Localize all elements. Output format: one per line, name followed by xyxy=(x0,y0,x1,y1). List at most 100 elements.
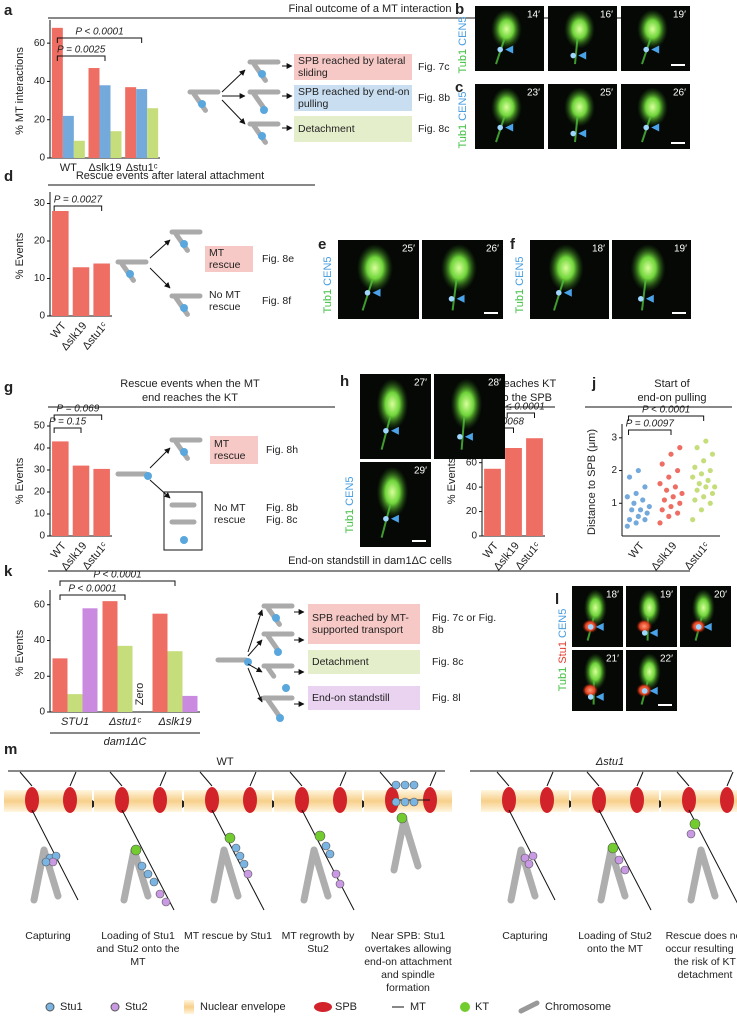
point xyxy=(692,464,698,470)
figure-ref: Fig. 7c or Fig. 8b xyxy=(432,612,496,636)
kinetochore-dot xyxy=(180,304,188,312)
point xyxy=(659,461,665,467)
time-label: 29′ xyxy=(414,466,427,477)
protein xyxy=(331,869,341,879)
bar xyxy=(505,448,522,536)
point xyxy=(637,507,644,513)
outcome-label-text: No MT rescue xyxy=(209,289,241,313)
time-label: 25′ xyxy=(402,244,415,255)
time-label: 26′ xyxy=(486,244,499,255)
arrow xyxy=(247,609,264,653)
stu1-signal xyxy=(636,619,653,634)
time-label: 19′ xyxy=(660,590,673,601)
protein xyxy=(528,851,538,861)
chromosome xyxy=(687,846,719,904)
spindle-signal xyxy=(376,466,409,518)
value-label: Zero xyxy=(134,683,146,706)
cen5-signal xyxy=(643,124,649,131)
cen5-signal xyxy=(641,630,648,636)
bar xyxy=(110,131,122,158)
microtubule xyxy=(251,91,266,110)
spb xyxy=(502,787,516,813)
microtubule xyxy=(546,771,554,787)
point xyxy=(712,484,718,490)
arrow xyxy=(149,447,171,469)
protein xyxy=(409,797,419,807)
figure-ref-text: Fig. 8c xyxy=(432,656,464,668)
outcome-label-text: MT rescue xyxy=(214,438,246,462)
panel-letter: e xyxy=(318,236,326,253)
p-value: P ≤ 0.0001 xyxy=(497,402,545,413)
kinetochore-dot xyxy=(260,106,268,114)
arrowhead xyxy=(595,692,604,701)
chromosome xyxy=(597,846,629,904)
chart-title: Start of xyxy=(654,378,690,390)
channel-name: CEN5 xyxy=(322,256,334,285)
legend-symbol xyxy=(518,1000,540,1014)
y-tick-label: 60 xyxy=(466,457,478,468)
protein xyxy=(143,869,153,879)
panel-letter: m xyxy=(4,741,17,758)
figure-ref-text: Fig. 8h xyxy=(266,444,299,456)
spb xyxy=(333,787,347,813)
chromosome xyxy=(390,816,422,874)
legend-entry-text: SPB reached by end-on pulling xyxy=(298,86,410,110)
figure-ref-text: Fig. 8c xyxy=(418,123,450,135)
x-tick-label: WT xyxy=(627,540,647,561)
bar xyxy=(82,608,98,712)
point xyxy=(690,474,696,480)
y-tick-label: 20 xyxy=(466,506,478,517)
point xyxy=(672,484,679,490)
spb xyxy=(720,787,734,813)
panel-letter: k xyxy=(4,563,13,580)
y-tick-label: 0 xyxy=(39,531,45,542)
arrow xyxy=(149,479,171,499)
microtubule xyxy=(726,771,734,787)
kinetochore-dot xyxy=(126,270,134,278)
chromosome xyxy=(120,846,152,904)
bar xyxy=(62,115,74,158)
bar xyxy=(484,468,501,536)
point xyxy=(635,513,641,519)
kinetochore-dot xyxy=(144,472,152,480)
legend-entry-text: Detachment xyxy=(312,656,369,668)
chart-title: end reaches the KT xyxy=(142,392,238,404)
point xyxy=(633,490,639,497)
y-axis-label: % Events xyxy=(14,232,26,279)
point xyxy=(657,520,663,526)
channel-label: Tub1 CEN5 xyxy=(514,256,526,313)
point xyxy=(664,487,670,493)
protein xyxy=(41,857,51,867)
cen5-signal xyxy=(497,46,504,53)
p-value: P = 0.0027 xyxy=(54,195,103,206)
step-caption: Loading of Stu2 onto the MT xyxy=(578,930,652,955)
chart-title: end-on pulling xyxy=(637,392,706,404)
nuclear-envelope xyxy=(481,790,569,812)
protein xyxy=(520,853,530,863)
p-value: P = 0.0025 xyxy=(57,45,106,56)
kinetochore-dot xyxy=(180,240,188,248)
microtubule xyxy=(69,771,77,787)
legend-entry-text: SPB reached by lateral sliding xyxy=(298,55,406,79)
spb xyxy=(63,787,77,813)
bar xyxy=(152,613,168,712)
point xyxy=(624,494,630,500)
point xyxy=(666,474,672,480)
time-label: 14′ xyxy=(527,10,540,21)
point xyxy=(698,507,705,513)
p-value: P < 0.0001 xyxy=(68,584,116,595)
x-tick-label: STU1 xyxy=(61,716,89,728)
figure-ref: Fig. 8c xyxy=(432,656,464,668)
point xyxy=(696,481,702,487)
spindle-signal xyxy=(491,87,522,127)
outcome-label: No MT rescue xyxy=(209,289,241,313)
protein xyxy=(239,859,249,869)
y-tick-label: 1 xyxy=(611,498,617,509)
figure-ref-text: Fig. 8b Fig. 8c xyxy=(266,502,299,526)
chart-title: Final outcome of a MT interaction xyxy=(288,3,451,15)
cen5-signal xyxy=(364,290,371,296)
step-caption-text: Rescue does not occur resulting in the r… xyxy=(665,930,737,981)
point xyxy=(694,445,700,451)
arrowhead xyxy=(563,288,572,297)
spb xyxy=(243,787,257,813)
